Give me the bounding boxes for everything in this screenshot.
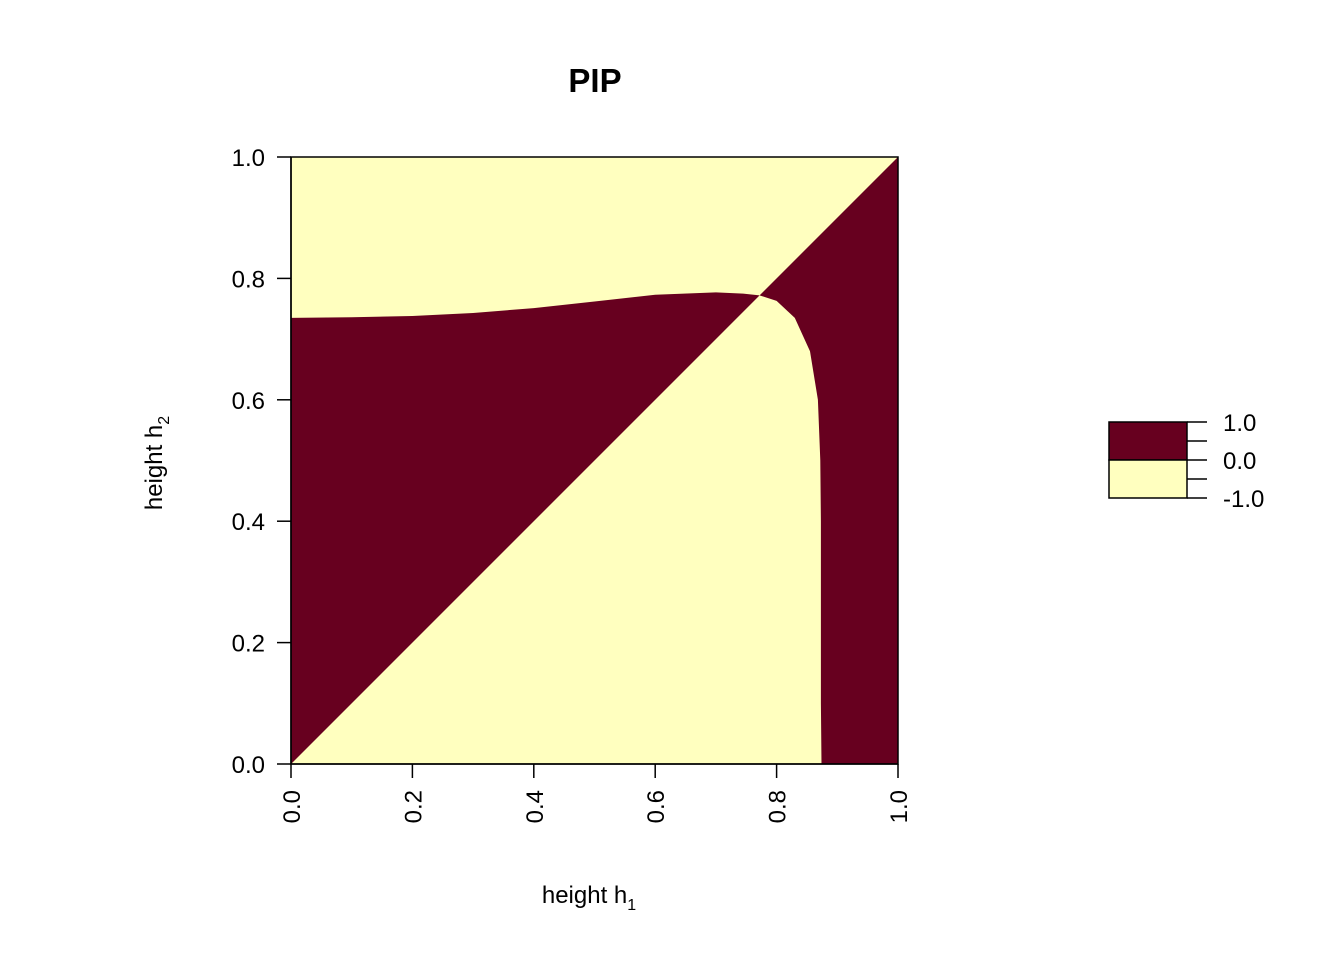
x-axis: 0.0 0.2 0.4 0.6 0.8 1.0	[279, 763, 913, 823]
y-axis-label: height h2	[141, 416, 173, 510]
legend-tick-label: 1.0	[1223, 410, 1256, 437]
plot-area	[291, 157, 898, 764]
heatmap-region-2	[759, 157, 898, 764]
y-tick-label: 0.6	[232, 388, 265, 415]
x-tick-label: 0.2	[400, 790, 427, 823]
x-tick-label: 0.4	[522, 790, 549, 823]
legend-swatch	[1108, 459, 1188, 499]
y-tick-label: 1.0	[232, 145, 265, 172]
heatmap-region-1	[291, 292, 760, 764]
y-axis: 0.0 0.2 0.4 0.6 0.8 1.0	[232, 145, 292, 779]
x-tick-label: 0.6	[643, 790, 670, 823]
legend-tick-label: -1.0	[1223, 486, 1264, 513]
x-tick-label: 0.0	[279, 790, 306, 823]
legend-tick-label: 0.0	[1223, 448, 1256, 475]
y-tick-label: 0.0	[232, 752, 265, 779]
color-legend: 1.0 0.0 -1.0	[1108, 410, 1264, 513]
x-axis-label: height h1	[542, 882, 636, 914]
x-tick-label: 1.0	[886, 790, 913, 823]
y-tick-label: 0.4	[232, 509, 265, 536]
y-tick-label: 0.8	[232, 266, 265, 293]
x-tick-label: 0.8	[765, 790, 792, 823]
y-tick-label: 0.2	[232, 631, 265, 658]
chart-title: PIP	[568, 62, 621, 99]
legend-swatch	[1108, 421, 1188, 461]
